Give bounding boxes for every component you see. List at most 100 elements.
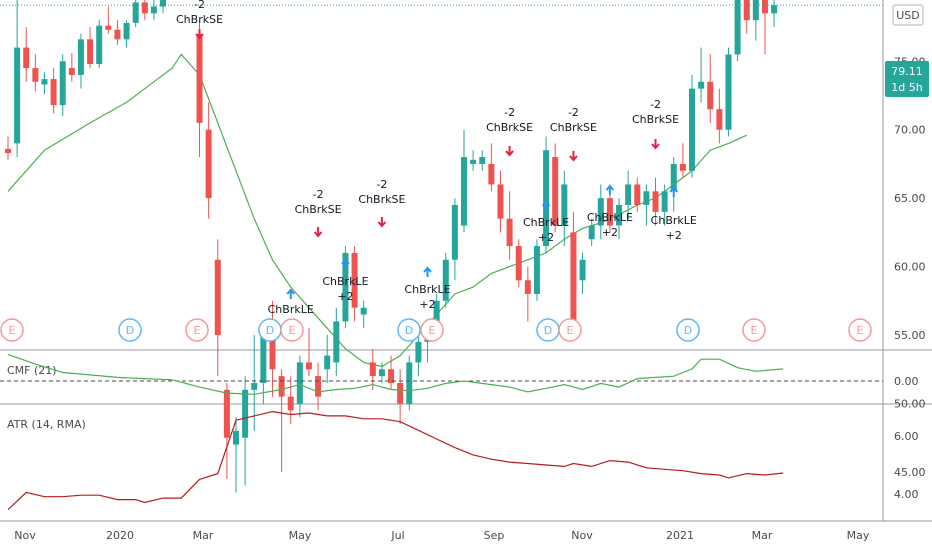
earnings-marker[interactable]: E (280, 318, 304, 342)
currency-badge[interactable] (892, 4, 924, 26)
candle (68, 53, 75, 82)
candle (251, 335, 258, 431)
candle (597, 184, 604, 240)
earnings-letter: E (429, 324, 436, 337)
dividend-letter: D (266, 324, 274, 337)
signal-label: ChBrkSE (295, 203, 342, 216)
long-arrow-icon (423, 266, 432, 277)
candle-body (324, 355, 331, 370)
candle (734, 0, 741, 62)
candle (105, 6, 112, 34)
dividend-circle (118, 318, 142, 342)
candle-body (588, 225, 595, 240)
earnings-letter: E (857, 324, 864, 337)
candle-body (251, 382, 258, 390)
candle-body (752, 0, 759, 21)
candle (579, 252, 586, 294)
candle-body (77, 39, 84, 75)
atr-tick-label: 4.00 (894, 488, 919, 501)
dividend-letter: D (126, 324, 134, 337)
earnings-marker[interactable]: E (420, 318, 444, 342)
candle-body (616, 204, 623, 226)
signal-short: -2 ChBrkSE (295, 188, 342, 238)
signal-label: ChBrkSE (486, 121, 533, 134)
candle (41, 72, 48, 95)
candle-body (761, 0, 768, 14)
signal-short: -2 ChBrkSE (176, 0, 223, 40)
candle-body (661, 191, 668, 212)
cmf-pane-label[interactable]: CMF (21) (7, 364, 57, 377)
earnings-marker[interactable]: E (848, 318, 872, 342)
earnings-marker[interactable]: E (558, 318, 582, 342)
short-arrow-icon (505, 146, 514, 157)
dividend-letter: D (684, 324, 692, 337)
candle-body (743, 0, 750, 21)
signal-qty: +2 (538, 231, 554, 244)
time-label: May (847, 529, 870, 542)
candle (543, 136, 550, 253)
candle (771, 0, 778, 28)
signal-short: -2 ChBrkSE (486, 106, 533, 157)
earnings-circle (848, 318, 872, 342)
candle-body (689, 88, 695, 171)
candle (689, 74, 695, 178)
candle (114, 20, 121, 45)
candle-body (643, 191, 650, 205)
dividend-marker[interactable]: D (397, 318, 421, 342)
signal-long: ChBrkLE +2 (587, 184, 633, 239)
earnings-marker[interactable]: E (742, 318, 766, 342)
candle-body (543, 150, 550, 247)
candle-body (378, 369, 385, 377)
candle (506, 191, 513, 260)
candle-body (14, 47, 21, 144)
candle (670, 157, 677, 212)
candle (652, 177, 659, 226)
candle-body (515, 246, 522, 281)
signal-qty: -2 (504, 106, 515, 119)
time-label: Mar (193, 529, 214, 542)
dividend-letter: D (405, 324, 413, 337)
candle-body (579, 259, 586, 281)
candle-body (132, 2, 139, 23)
dividend-marker[interactable]: D (258, 318, 282, 342)
candle-body (233, 430, 239, 445)
candle (77, 33, 84, 89)
candle (23, 27, 30, 82)
signal-qty: +2 (419, 298, 435, 311)
candle-body (360, 307, 367, 315)
candle (415, 335, 422, 377)
candle (360, 300, 367, 329)
candle-body (214, 259, 221, 336)
candle (561, 170, 568, 247)
dividend-marker[interactable]: D (676, 318, 700, 342)
time-axis[interactable]: Nov 2020 Mar May Jul Sep Nov 2021 Mar Ma… (14, 529, 870, 542)
moving-average-line (7, 53, 747, 368)
candle (442, 252, 449, 308)
earnings-marker[interactable]: E (0, 318, 24, 342)
candle-body (433, 300, 440, 329)
candle (388, 355, 395, 390)
candle (679, 143, 686, 178)
signal-label: ChBrkLE (404, 283, 450, 296)
signal-long: ChBrkLE +2 (523, 200, 569, 244)
earnings-marker[interactable]: E (185, 318, 209, 342)
price-tick-label: 45.00 (894, 466, 926, 479)
dividend-marker[interactable]: D (536, 318, 560, 342)
moving-average-layer (7, 53, 747, 368)
candle-body (524, 280, 531, 294)
earnings-circle (0, 318, 24, 342)
price-tick-label: 70.00 (894, 124, 926, 137)
candle (315, 362, 322, 411)
atr-line (7, 410, 784, 511)
atr-pane-label[interactable]: ATR (14, RMA) (7, 418, 86, 431)
candle (725, 47, 732, 137)
candle-body (50, 79, 57, 106)
candle (761, 0, 768, 55)
signal-qty: -2 (568, 106, 579, 119)
dividend-marker[interactable]: D (118, 318, 142, 342)
candle (524, 266, 531, 322)
candle (32, 54, 39, 92)
candle (369, 348, 376, 390)
signal-label: ChBrkLE (523, 216, 569, 229)
